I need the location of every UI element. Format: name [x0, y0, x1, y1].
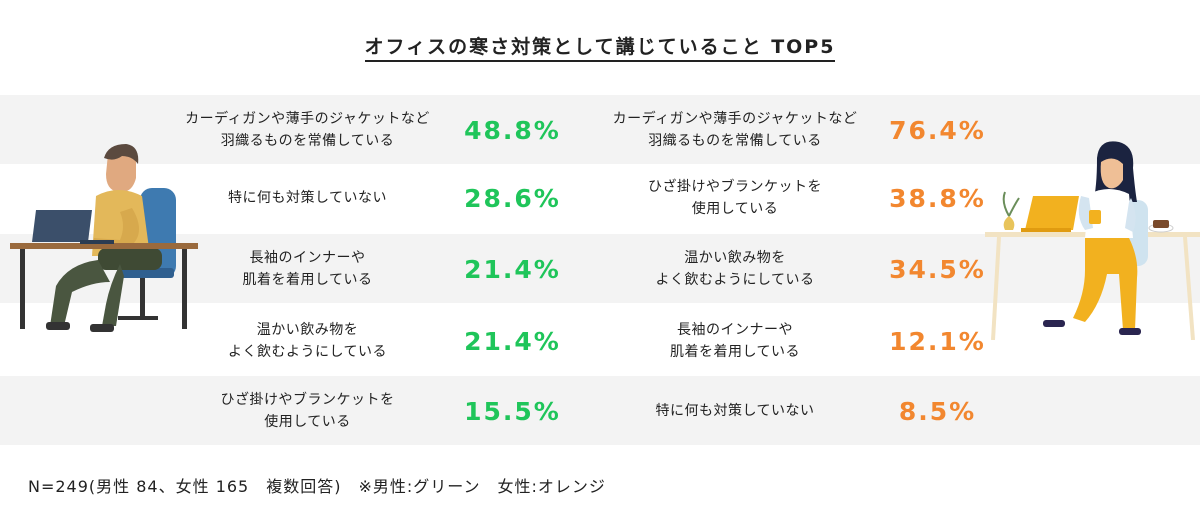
female-item-label: 長袖のインナーや 肌着を着用している	[669, 322, 801, 360]
female-percentage: 34.5%	[889, 254, 986, 284]
female-item-label: ひざ掛けやブランケットを 使用している	[648, 179, 822, 217]
male-percentage: 48.8%	[464, 115, 561, 145]
male-percentage: 15.5%	[464, 396, 561, 426]
female-percentage: 8.5%	[898, 396, 977, 426]
female-percentage: 76.4%	[889, 115, 986, 145]
row-band	[0, 95, 1200, 164]
footnote: N=249(男性 84、女性 165 複数回答) ※男性:グリーン 女性:オレン…	[28, 477, 606, 496]
male-item-label: カーディガンや薄手のジャケットなど 羽織るものを常備している	[185, 111, 430, 149]
female-percentage: 38.8%	[889, 183, 986, 213]
chart-title-text: オフィスの寒さ対策として講じていること TOP5	[364, 36, 836, 62]
female-item-label: カーディガンや薄手のジャケットなど 羽織るものを常備している	[612, 111, 858, 149]
male-percentage: 21.4%	[464, 326, 561, 356]
man-at-desk-illustration	[10, 144, 198, 332]
ranking-row: 長袖のインナーや 肌着を着用している 21.4% 温かい飲み物を よく飲むようにして…	[0, 234, 1200, 304]
male-item-label: 長袖のインナーや 肌着を着用している	[242, 250, 373, 288]
male-percentage: 21.4%	[464, 254, 561, 284]
chart-title: オフィスの寒さ対策として講じていること TOP5	[0, 32, 1200, 62]
female-percentage: 12.1%	[889, 326, 986, 356]
female-item-label: 特に何も対策していない	[655, 403, 815, 419]
woman-at-table-illustration	[985, 141, 1200, 340]
row-band	[0, 376, 1200, 445]
male-item-label: 特に何も対策していない	[227, 190, 388, 206]
ranking-row: ひざ掛けやブランケットを 使用している 15.5% 特に何も対策していない 8.5%	[0, 376, 1200, 446]
ranking-row: カーディガンや薄手のジャケットなど 羽織るものを常備している 48.8% カーディガ…	[0, 95, 1200, 165]
ranking-row: 温かい飲み物を よく飲むようにしている 21.4% 長袖のインナーや 肌着を着用して…	[0, 306, 1200, 376]
female-item-label: 温かい飲み物を よく飲むようにしている	[655, 250, 815, 288]
male-item-label: ひざ掛けやブランケットを 使用している	[220, 392, 395, 430]
male-percentage: 28.6%	[464, 183, 561, 213]
ranking-row: 特に何も対策していない 28.6% ひざ掛けやブランケットを 使用している 38.8%	[0, 163, 1200, 233]
male-item-label: 温かい飲み物を よく飲むようにしている	[227, 322, 388, 360]
